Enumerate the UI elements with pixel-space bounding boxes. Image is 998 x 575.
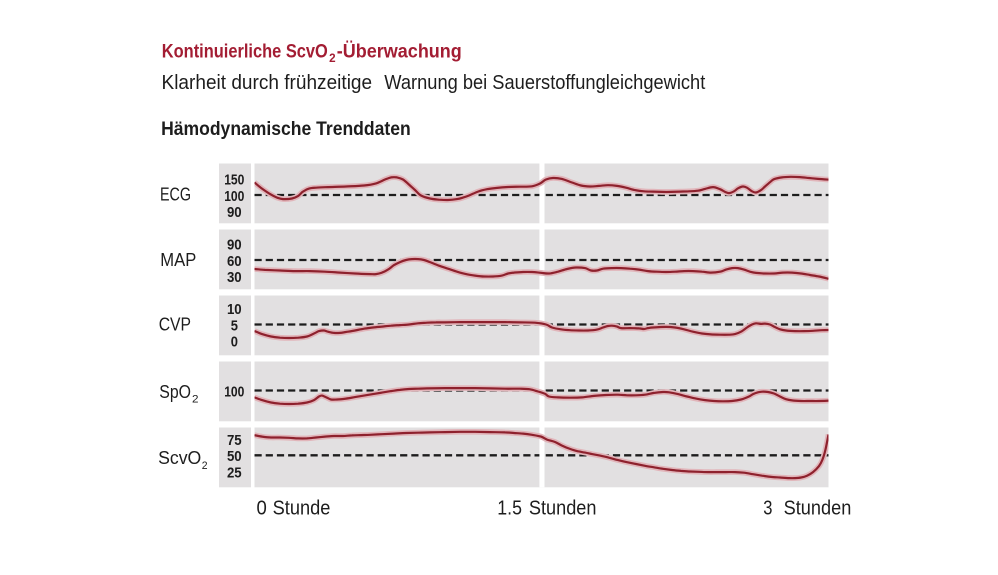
svg-text:75: 75 xyxy=(227,433,242,449)
svg-text:1.5: 1.5 xyxy=(497,497,522,520)
svg-text:0: 0 xyxy=(231,335,238,351)
svg-text:Kontinuierliche ScvO: Kontinuierliche ScvO xyxy=(162,42,328,63)
svg-text:100: 100 xyxy=(224,384,244,400)
svg-text:ScvO: ScvO xyxy=(158,447,201,468)
svg-text:100: 100 xyxy=(224,189,244,205)
svg-text:90: 90 xyxy=(227,205,242,221)
svg-text:3: 3 xyxy=(763,497,772,520)
svg-text:5: 5 xyxy=(231,318,238,334)
svg-text:MAP: MAP xyxy=(160,249,196,270)
svg-text:Stunden: Stunden xyxy=(784,497,852,520)
svg-text:30: 30 xyxy=(227,270,242,286)
svg-text:Warnung bei Sauerstoffungleich: Warnung bei Sauerstoffungleichgewicht xyxy=(384,71,705,94)
svg-text:SpO: SpO xyxy=(159,381,191,402)
svg-text:150: 150 xyxy=(224,173,244,189)
svg-text:2: 2 xyxy=(192,394,199,406)
svg-text:90: 90 xyxy=(227,238,242,254)
svg-text:-Überwachung: -Überwachung xyxy=(337,42,462,63)
svg-text:CVP: CVP xyxy=(159,314,191,335)
svg-text:2: 2 xyxy=(329,53,336,65)
svg-text:25: 25 xyxy=(227,465,242,481)
svg-text:Stunde: Stunde xyxy=(273,497,331,520)
svg-text:Klarheit durch frühzeitige: Klarheit durch frühzeitige xyxy=(162,71,373,94)
svg-text:Hämodynamische Trenddaten: Hämodynamische Trenddaten xyxy=(161,118,411,140)
svg-text:Stunden: Stunden xyxy=(529,497,597,520)
svg-text:2: 2 xyxy=(202,460,208,472)
svg-text:50: 50 xyxy=(227,449,242,465)
svg-text:10: 10 xyxy=(227,302,242,318)
svg-text:0: 0 xyxy=(257,497,267,520)
svg-text:ECG: ECG xyxy=(160,183,191,204)
svg-text:60: 60 xyxy=(227,254,242,270)
